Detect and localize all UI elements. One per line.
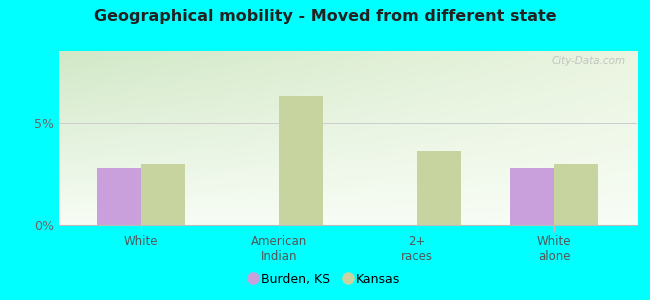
Legend: Burden, KS, Kansas: Burden, KS, Kansas [244,268,406,291]
Text: City-Data.com: City-Data.com [551,56,625,66]
Bar [417,151,461,225]
Bar [554,164,599,225]
Bar [97,168,141,225]
Text: Geographical mobility - Moved from different state: Geographical mobility - Moved from diffe… [94,9,556,24]
Bar [279,96,323,225]
Bar [510,168,554,225]
Bar [141,164,185,225]
